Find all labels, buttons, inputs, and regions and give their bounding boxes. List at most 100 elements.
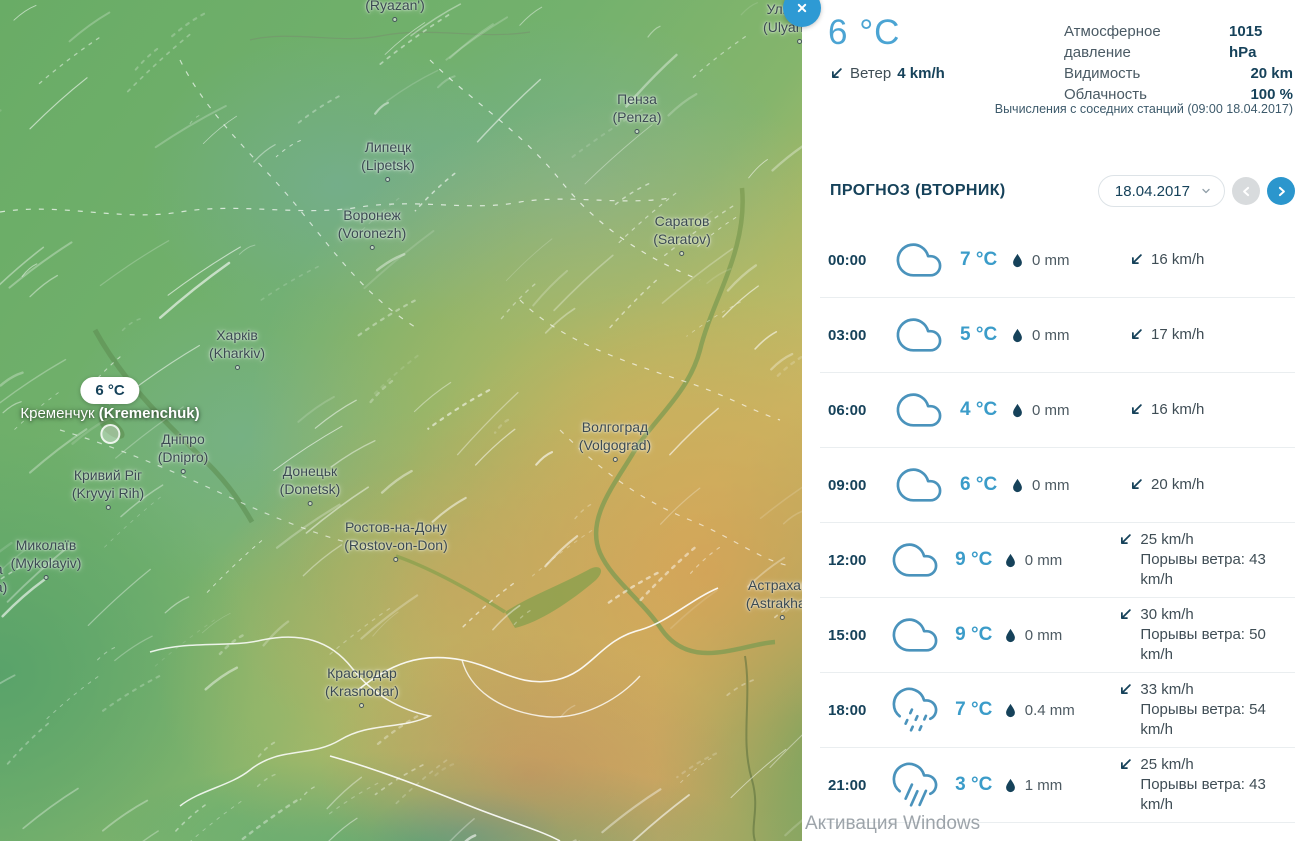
forecast-precip: 0 mm	[1032, 401, 1070, 419]
city-label-mykolaiv: Миколаїв (Mykolayiv)	[11, 536, 81, 580]
wind-direction-icon	[1121, 609, 1132, 619]
forecast-row-0000[interactable]: 00:00 7 °C 0 mm 16 km/h	[820, 223, 1295, 298]
forecast-temp: 9 °C	[955, 549, 993, 570]
wind-direction-icon	[1132, 254, 1142, 265]
droplet-icon	[1013, 403, 1022, 417]
forecast-rows: 00:00 7 °C 0 mm 16 km/h 03:00 5 °C 0 mm	[820, 223, 1295, 823]
droplet-icon	[1006, 703, 1016, 717]
droplet-icon	[1013, 478, 1022, 492]
cloud-icon	[896, 468, 942, 502]
city-dot	[307, 501, 313, 506]
marker-city-label: Кременчук (Kremenchuk)	[20, 405, 200, 422]
date-picker[interactable]: 18.04.2017	[1097, 175, 1225, 207]
city-dot	[43, 575, 49, 580]
prev-day-button[interactable]	[1232, 177, 1260, 205]
wind-direction-icon	[1121, 684, 1132, 694]
cloud-rain-icon	[892, 762, 938, 808]
selected-location-marker[interactable]: 6 °C Кременчук (Kremenchuk)	[20, 377, 200, 444]
forecast-wind: 17 km/h	[1128, 325, 1204, 345]
forecast-wind: 30 km/h Порывы ветра: 50 km/h	[1117, 605, 1295, 665]
forecast-wind: 33 km/h Порывы ветра: 54 km/h	[1117, 680, 1295, 740]
forecast-time: 21:00	[828, 776, 867, 794]
chevron-left-icon	[1242, 186, 1249, 196]
city-dot	[679, 251, 685, 256]
close-icon	[797, 3, 807, 13]
city-label-lipetsk: Липецк (Lipetsk)	[361, 138, 415, 182]
close-button[interactable]	[783, 0, 821, 27]
wind-speed: 25 km/h	[1140, 756, 1194, 773]
current-stats: Атмосферное давление 1015 hPa Видимость 20…	[1064, 21, 1293, 105]
marker-temp-pill[interactable]: 6 °C	[80, 377, 140, 404]
city-label-ryazan: Рязань(Ryazan')	[365, 0, 425, 22]
forecast-row-0900[interactable]: 09:00 6 °C 0 mm 20 km/h	[820, 448, 1295, 523]
city-label-penza: Пенза (Penza)	[612, 90, 662, 134]
cloud-icon	[892, 543, 938, 577]
city-dot	[797, 39, 802, 44]
wind-speed: 25 km/h	[1140, 531, 1194, 548]
forecast-precip: 0 mm	[1032, 476, 1070, 494]
city-label-voronezh: Воронеж (Voronezh)	[338, 206, 406, 250]
station-note: Вычисления с соседних станций (09:00 18.…	[994, 102, 1293, 116]
forecast-wind: 25 km/h Порывы ветра: 43 km/h	[1117, 755, 1295, 815]
droplet-icon	[1013, 253, 1022, 267]
next-day-button[interactable]	[1267, 177, 1295, 205]
city-label-donetsk: Донецьк (Donetsk)	[280, 462, 340, 506]
forecast-time: 00:00	[828, 251, 867, 269]
map-canvas[interactable]: Рязань(Ryazan') Ульяновск(Ulyanovsk) Пен…	[0, 0, 802, 841]
droplet-icon	[1013, 328, 1022, 342]
forecast-row-0300[interactable]: 03:00 5 °C 0 mm 17 km/h	[820, 298, 1295, 373]
wind-speed: 17 km/h	[1151, 326, 1205, 343]
city-label-krasnodar: Краснодар (Krasnodar)	[325, 664, 399, 708]
forecast-row-1500[interactable]: 15:00 9 °C 0 mm 30 km/h Порывы ветра: 50 …	[820, 598, 1295, 673]
city-dot	[359, 703, 365, 708]
wind-direction-icon	[1121, 759, 1132, 769]
cloud-icon	[896, 393, 942, 427]
forecast-row-1800[interactable]: 18:00 7 °C 0.4 mm 33 km/h Порывы ветра: 5…	[820, 673, 1295, 748]
city-dot	[180, 469, 186, 474]
forecast-temp: 9 °C	[955, 624, 993, 645]
map-geography-layer	[92, 31, 776, 841]
forecast-wind: 20 km/h	[1128, 475, 1204, 495]
forecast-panel: 6 °C Ветер 4 km/h Атмосферное давление 10…	[802, 0, 1313, 841]
wind-direction-icon	[1121, 534, 1132, 544]
wind-value: 4 km/h	[897, 65, 945, 82]
wind-gusts: Порывы ветра: 43 km/h	[1140, 551, 1266, 588]
droplet-icon	[1006, 553, 1016, 567]
forecast-temp: 3 °C	[955, 774, 993, 795]
city-dot	[234, 365, 240, 370]
forecast-precip: 0.4 mm	[1024, 701, 1075, 719]
wind-direction-icon	[1132, 404, 1142, 415]
marker-ring-icon	[100, 424, 120, 444]
forecast-temp: 7 °C	[960, 249, 998, 270]
stat-pressure: Атмосферное давление 1015 hPa	[1064, 23, 1263, 61]
forecast-time: 03:00	[828, 326, 867, 344]
cloud-icon	[892, 618, 938, 652]
forecast-time: 18:00	[828, 701, 867, 719]
chevron-right-icon	[1278, 186, 1285, 196]
wind-speed: 30 km/h	[1140, 606, 1194, 623]
wind-speed: 33 km/h	[1140, 681, 1194, 698]
current-wind: Ветер 4 km/h	[828, 65, 945, 82]
forecast-row-1200[interactable]: 12:00 9 °C 0 mm 25 km/h Порывы ветра: 43 …	[820, 523, 1295, 598]
forecast-time: 12:00	[828, 551, 867, 569]
forecast-row-2100[interactable]: 21:00 3 °C 1 mm 25 km/h Порывы ветра: 43 …	[820, 748, 1295, 823]
wind-gusts: Порывы ветра: 43 km/h	[1140, 776, 1266, 813]
forecast-temp: 4 °C	[960, 399, 998, 420]
city-dot	[393, 557, 399, 562]
forecast-temp: 5 °C	[960, 324, 998, 345]
cloud-icon	[896, 318, 942, 352]
city-dot	[385, 177, 391, 182]
city-dot	[779, 615, 785, 620]
wind-direction-icon	[1132, 479, 1142, 490]
wind-label: Ветер	[850, 65, 892, 82]
forecast-title: ПРОГНОЗ (ВТОРНИК)	[830, 182, 1006, 199]
city-dot	[105, 505, 111, 510]
forecast-row-0600[interactable]: 06:00 4 °C 0 mm 16 km/h	[820, 373, 1295, 448]
wind-speed: 20 km/h	[1151, 476, 1205, 493]
date-value: 18.04.2017	[1114, 182, 1190, 200]
forecast-precip: 0 mm	[1024, 626, 1063, 644]
forecast-wind: 16 km/h	[1128, 250, 1204, 270]
city-dot	[369, 245, 375, 250]
wind-streaks-layer	[0, 0, 802, 841]
